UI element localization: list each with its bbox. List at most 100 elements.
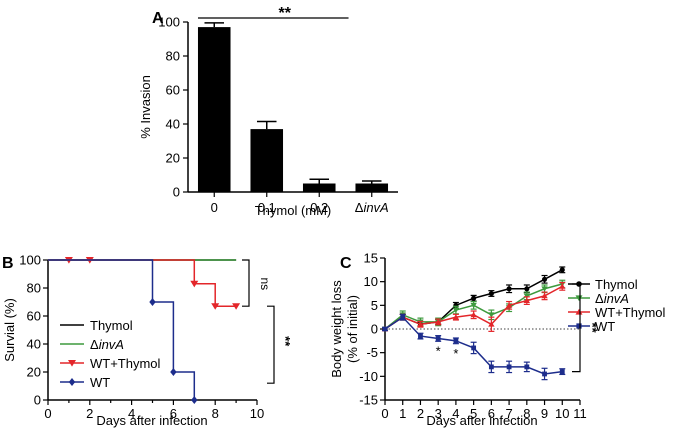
weight-point-wt	[524, 364, 530, 370]
weight-point-thymol	[541, 276, 548, 282]
legend-label-b-inva: ΔinvA	[90, 337, 124, 352]
y-tick-label-c: -15	[359, 393, 378, 408]
significance-a: **	[279, 5, 292, 22]
survival-point-wt	[191, 396, 198, 404]
x-tick-label-c: 9	[541, 406, 548, 421]
y-tick-label-c: -10	[359, 369, 378, 384]
y-tick-label-b: 80	[27, 281, 41, 296]
y-axis-title-b: Survial (%)	[2, 298, 17, 362]
x-tick-label-b: 4	[128, 406, 135, 421]
legend-label-c-inva-delta: Δ	[595, 291, 604, 306]
legend-label-c-inva: ΔinvA	[595, 291, 629, 306]
panel-label-b: B	[2, 255, 14, 272]
weight-point-wt-thymol	[417, 321, 424, 327]
x-tick-label-a-0: 0	[211, 200, 218, 215]
x-axis-title-a: Thymol (mM)	[255, 203, 332, 218]
legend-label-b-wt: WT	[90, 375, 110, 390]
survival-line-wt	[48, 259, 196, 400]
x-tick-label-c: 5	[470, 406, 477, 421]
x-tick-label-b: 8	[212, 406, 219, 421]
legend-label-b-inva-delta: Δ	[90, 337, 99, 352]
weight-point-wt	[506, 364, 512, 370]
x-tick-label-c: 4	[452, 406, 459, 421]
weight-point-wt	[453, 338, 459, 344]
star-annotation-c: *	[453, 346, 458, 361]
y-tick-label-c: -5	[366, 345, 378, 360]
legend-label-c-wt-thymol: WT+Thymol	[595, 305, 666, 320]
y-tick-label-c: 0	[371, 322, 378, 337]
legend-marker-b-wt	[68, 378, 76, 386]
y-tick-label-b: 100	[19, 253, 41, 268]
weight-point-wt-thymol	[470, 311, 477, 318]
legend-label-c-inva-italic: invA	[604, 291, 629, 306]
weight-point-wt-thymol	[434, 319, 442, 325]
weight-point-wt-thymol	[523, 297, 531, 303]
panel-b: B 0 20 40 60 80 100 0 2 4 6 8 10 Thymol ΔinvA WT+Thymol…	[2, 253, 293, 429]
bar-inva	[355, 183, 389, 192]
weight-point-wt	[435, 336, 441, 341]
bar-0	[197, 27, 231, 192]
x-tick-label-c: 0	[381, 406, 388, 421]
weight-point-wt	[418, 333, 423, 339]
x-tick-label-c: 8	[523, 406, 530, 421]
y-axis-title-c-line2: (% of initial)	[345, 295, 360, 363]
weight-point-wt-thymol	[488, 321, 495, 327]
x-tick-label-b: 0	[44, 406, 51, 421]
legend-label-b-thymol: Thymol	[90, 318, 133, 333]
y-tick-label-a: 40	[166, 117, 180, 132]
x-tick-label-a-3-italic: invA	[363, 200, 388, 215]
legend-label-b-wt-thymol: WT+Thymol	[90, 356, 161, 371]
weight-point-wt-thymol	[559, 283, 566, 289]
weight-point-wt-thymol	[452, 314, 460, 320]
significance-bracket-b	[267, 305, 275, 384]
bar-0-2	[302, 183, 336, 192]
x-tick-label-c: 3	[435, 406, 442, 421]
x-axis-title-b: Days after infection	[96, 413, 207, 428]
legend-label-b-inva-italic: invA	[99, 337, 124, 352]
y-tick-label-b: 60	[27, 309, 41, 324]
y-tick-label-a: 80	[166, 49, 180, 64]
significance-c: **	[585, 323, 600, 334]
y-tick-label-c: 5	[371, 298, 378, 313]
significance-b: **	[278, 336, 293, 347]
ns-bracket	[242, 259, 250, 307]
ns-label: ns	[258, 277, 272, 290]
survival-point-wt-thymol	[211, 303, 220, 310]
x-tick-label-a-3-delta: Δ	[355, 200, 364, 215]
weight-point-wt	[382, 326, 388, 332]
y-axis-title-a: % Invasion	[138, 75, 153, 139]
legend-marker-c-wt	[576, 323, 582, 329]
weight-point-wt	[488, 364, 494, 370]
y-tick-label-c: 10	[364, 274, 378, 289]
survival-point-wt	[170, 368, 177, 376]
x-tick-label-c: 7	[505, 406, 512, 421]
legend-label-c-thymol: Thymol	[595, 277, 638, 292]
panel-a: A 0 20 40 60 80 100 0 0.1 0.2 ΔinvA ** Thymol (mM) % …	[138, 5, 398, 218]
x-tick-label-a-2: 0.2	[310, 200, 328, 215]
y-tick-label-b: 40	[27, 337, 41, 352]
y-tick-label-b: 0	[34, 393, 41, 408]
y-tick-label-a: 0	[173, 185, 180, 200]
weight-point-thymol	[506, 286, 512, 292]
weight-point-thymol	[471, 295, 477, 301]
y-tick-label-a: 100	[158, 15, 180, 30]
x-tick-label-a-1: 0.1	[258, 200, 276, 215]
legend-label-c-wt: WT	[595, 319, 615, 334]
x-tick-label-a-3: ΔinvA	[355, 200, 389, 215]
weight-point-wt	[542, 371, 547, 377]
weight-point-inva	[488, 312, 495, 318]
survival-line-wt-thymol	[48, 259, 237, 307]
weight-point-inva	[523, 293, 531, 299]
y-axis-title-c-line1: Body weight loss	[329, 280, 344, 378]
weight-point-thymol	[524, 286, 530, 292]
survival-point-wt-thymol	[232, 303, 241, 310]
x-tick-label-c: 10	[555, 406, 569, 421]
y-tick-label-a: 20	[166, 151, 180, 166]
weight-point-wt	[471, 345, 477, 351]
star-annotation-c: *	[436, 343, 441, 358]
significance-bracket-c	[572, 283, 581, 373]
y-tick-label-c: 15	[364, 251, 378, 266]
survival-point-wt-thymol	[190, 280, 199, 288]
weight-point-thymol	[488, 290, 494, 297]
